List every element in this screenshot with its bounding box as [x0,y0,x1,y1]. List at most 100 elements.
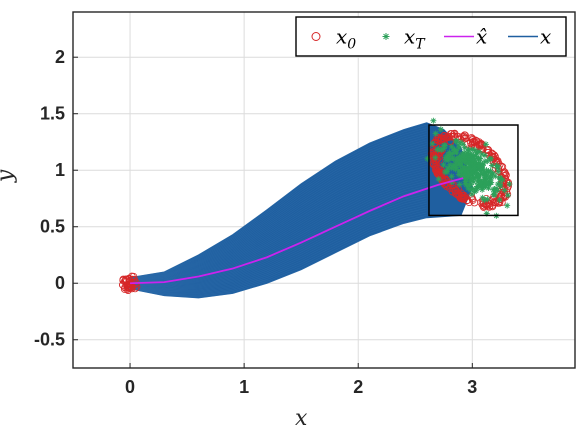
asterisk-stroke [481,197,487,203]
asterisk-stroke [475,185,481,191]
asterisk-stroke [471,165,477,171]
asterisk-stroke [483,178,489,184]
asterisk-stroke [482,152,488,158]
asterisk-stroke [457,154,462,160]
asterisk-stroke [502,187,508,193]
asterisk-stroke [470,173,476,179]
legend-marker-asterisk [382,33,390,40]
end-point [469,146,476,153]
end-point [479,194,486,201]
asterisk-stroke [497,197,502,203]
start-scatter [119,272,141,294]
trajectory-line [130,144,427,281]
end-ring-point [504,178,513,187]
end-point [453,161,460,168]
target-box-rect [428,124,519,217]
y-tick-label: 1 [55,160,65,180]
asterisk-stroke [483,183,489,189]
start-point [121,283,129,292]
asterisk-stroke [429,141,435,147]
end-ring-point [451,186,460,195]
asterisk-stroke [479,151,485,157]
end-ring-point [434,136,442,145]
trajectory-line [130,134,427,280]
asterisk-stroke [466,182,472,188]
end-point [478,180,485,187]
end-point [468,151,475,158]
asterisk-stroke [483,172,488,178]
end-point [456,168,463,175]
asterisk-stroke [438,126,444,132]
asterisk-stroke [489,163,495,168]
trajectory-band [129,122,473,299]
trajectory-line [130,149,427,282]
end-point [477,162,484,169]
asterisk-stroke [469,161,475,167]
x-axis-label: x [295,406,308,430]
x-tick-label: 0 [125,377,135,397]
end-point [440,161,447,168]
trajectory-line [130,178,427,287]
trajectory-line [130,146,427,281]
mean-trajectory-line [130,177,464,285]
asterisk-stroke [456,157,462,163]
asterisk-stroke [457,182,463,187]
end-scatter [424,117,513,219]
end-point [434,146,441,153]
asterisk-stroke [470,175,476,181]
trajectory-line [130,127,427,279]
end-point [444,168,451,175]
asterisk-stroke [444,169,450,175]
plot-frame [72,11,576,369]
asterisk-stroke [492,173,498,179]
end-ring-point [488,201,497,210]
asterisk-stroke [476,177,482,183]
end-point [465,171,472,178]
asterisk-stroke [476,166,482,172]
trajectory-line [130,129,427,279]
end-ring-point [431,153,439,162]
end-point [430,117,437,124]
asterisk-stroke [458,160,464,166]
asterisk-stroke [495,169,501,175]
asterisk-stroke [468,177,473,183]
start-point [125,275,133,283]
end-point [442,154,449,161]
trajectory-line [130,156,427,282]
asterisk-stroke [507,181,512,187]
end-point [495,168,502,175]
end-point [491,191,498,198]
trajectory-line [130,163,427,283]
y-tick-labels: -0.5 0 0.5 1 1.5 2 [34,47,65,350]
trajectory-line [130,183,427,288]
asterisk-stroke [462,166,468,172]
asterisk-stroke [449,173,455,179]
start-point [124,283,132,291]
trajectory-line [129,217,427,299]
end-point [485,180,492,187]
y-tick-label: 1.5 [40,104,65,124]
legend-label: x [540,25,551,49]
legend-label: x0 [336,25,356,53]
asterisk-stroke [466,172,472,177]
asterisk-stroke [492,186,497,192]
asterisk-stroke [486,185,491,191]
end-point [432,130,439,137]
y-tick-label: 2 [55,47,65,67]
asterisk-stroke [470,156,475,161]
end-ring-point [467,139,475,147]
end-ring-point [433,167,441,175]
y-tick-label: 0.5 [40,217,65,237]
asterisk-stroke [464,160,470,166]
end-ring-point [498,198,506,207]
end-point [487,155,494,162]
trajectory-line [130,132,427,280]
end-point [494,164,501,171]
legend: x0 xT x̂ x [295,16,567,57]
trajectory-line [129,214,427,298]
asterisk-stroke [449,144,455,150]
trajectory-line [130,137,427,280]
asterisk-stroke [477,162,483,168]
asterisk-stroke [504,203,510,209]
start-point [119,281,127,289]
